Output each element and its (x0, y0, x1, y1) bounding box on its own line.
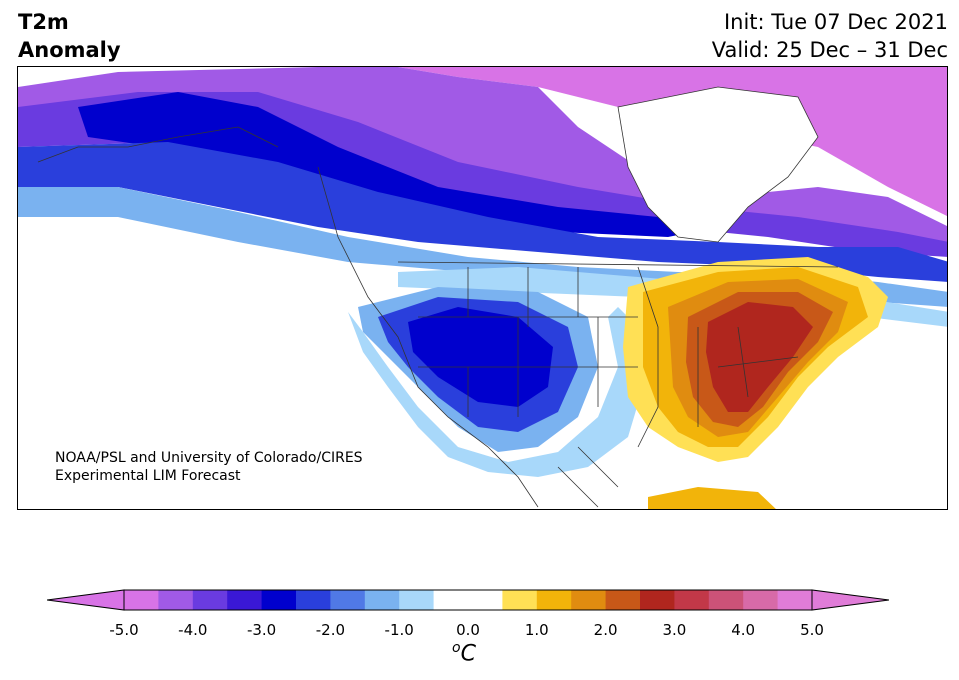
colorbar-tick-label: 0.0 (456, 621, 480, 639)
colorbar-tick-label: -1.0 (384, 621, 414, 639)
unit-degree: o (452, 640, 461, 656)
credit-text: NOAA/PSL and University of Colorado/CIRE… (55, 449, 363, 485)
map-canvas (18, 67, 947, 509)
colorbar-cell (433, 590, 469, 610)
colorbar-cell (330, 590, 366, 610)
init-date: Init: Tue 07 Dec 2021 (723, 10, 948, 34)
anomaly-region-west-core (408, 307, 553, 407)
colorbar-cell (640, 590, 675, 610)
colorbar-tick-label: -3.0 (246, 621, 277, 639)
unit-label: oC (452, 640, 476, 666)
colorbar-tick-label: 1.0 (524, 621, 549, 639)
anomaly-region-west-pale (348, 307, 643, 477)
credit-line1: NOAA/PSL and University of Colorado/CIRE… (55, 450, 363, 466)
colorbar-cell (743, 590, 779, 610)
colorbar-cell (605, 590, 641, 610)
colorbar-tick-label: 5.0 (800, 621, 824, 639)
colorbar-cells (124, 590, 813, 610)
colorbar-cell (777, 590, 813, 610)
colorbar-extend-low (47, 589, 125, 611)
colorbar-cell (192, 590, 228, 610)
valid-range: Valid: 25 Dec – 31 Dec (711, 38, 948, 62)
colorbar-tick-label: 3.0 (662, 621, 687, 639)
title-line1: T2m (18, 10, 69, 34)
colorbar-cell (571, 590, 607, 610)
unit-celsius: C (460, 641, 476, 667)
credit-line2: Experimental LIM Forecast (55, 468, 241, 484)
colorbar-outline (123, 589, 813, 611)
colorbar (47, 589, 889, 611)
colorbar-tick-label: -5.0 (109, 621, 139, 639)
colorbar-cell (364, 590, 400, 610)
colorbar-tick-label: 2.0 (593, 621, 618, 639)
anomaly-region-canada-mid (18, 142, 947, 282)
forecast-dates: Init: Tue 07 Dec 2021 Valid: 25 Dec – 31… (712, 8, 948, 64)
anomaly-region-caribbean (648, 487, 776, 509)
colorbar-cell (124, 590, 159, 610)
colorbar-cell (502, 590, 538, 610)
colorbar-cell (708, 590, 744, 610)
colorbar-extend-high (811, 589, 889, 611)
colorbar-cell (536, 590, 572, 610)
anomaly-region-east-red (706, 302, 813, 412)
colorbar-cell (158, 590, 194, 610)
colorbar-tick-label: -4.0 (178, 621, 208, 639)
political-borders (37, 126, 839, 508)
anomaly-region-canada-blue (78, 92, 718, 237)
colorbar-tick-label: -2.0 (315, 621, 346, 639)
colorbar-cell (261, 590, 297, 610)
colorbar-cell (399, 590, 435, 610)
map-title: T2m Anomaly (18, 8, 121, 64)
greenland (617, 86, 819, 243)
colorbar-cell (227, 590, 263, 610)
colorbar-cell (674, 590, 710, 610)
colorbar-tick-label: 4.0 (731, 621, 756, 639)
anomaly-region-arctic-pink (398, 67, 947, 217)
colorbar-cell (468, 590, 503, 610)
anomaly-map (17, 66, 948, 510)
title-line2: Anomaly (18, 38, 121, 62)
colorbar-cell (296, 590, 331, 610)
